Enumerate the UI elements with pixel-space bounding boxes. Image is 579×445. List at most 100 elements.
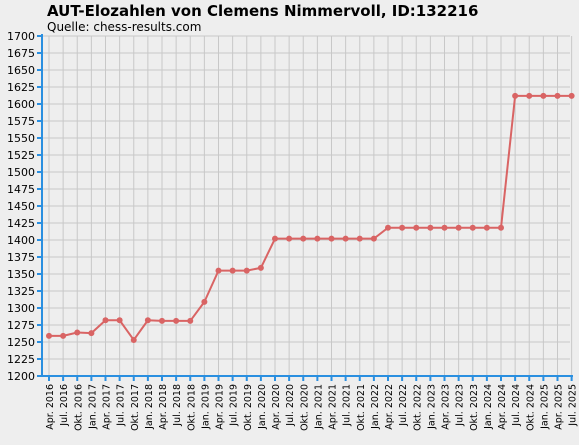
chart-title: AUT-Elozahlen von Clemens Nimmervoll, ID… xyxy=(47,2,479,20)
data-point xyxy=(201,298,208,305)
x-tick-label: Jan. 2020 xyxy=(257,384,268,430)
data-point xyxy=(568,92,575,99)
x-tick-label: Jul. 2022 xyxy=(398,384,409,427)
x-tick-label: Jul. 2017 xyxy=(116,384,127,427)
data-point xyxy=(554,92,561,99)
x-tick-label: Jan. 2022 xyxy=(370,384,381,430)
data-point xyxy=(526,92,533,99)
x-tick-label: Jul. 2021 xyxy=(342,384,353,427)
data-point xyxy=(455,224,462,231)
y-tick-label: 1250 xyxy=(7,336,35,349)
data-point xyxy=(130,336,137,343)
y-tick-label: 1350 xyxy=(7,268,35,281)
data-point xyxy=(540,92,547,99)
data-point xyxy=(328,235,335,242)
x-tick-label: Okt. 2023 xyxy=(469,384,480,431)
x-tick-label: Apr. 2018 xyxy=(158,384,169,430)
data-point xyxy=(483,224,490,231)
y-tick-label: 1650 xyxy=(7,64,35,77)
data-point xyxy=(159,317,165,324)
data-point xyxy=(272,235,278,242)
y-tick-label: 1525 xyxy=(7,149,35,162)
data-point xyxy=(74,329,81,336)
data-point xyxy=(314,235,321,242)
data-point xyxy=(342,235,349,242)
x-tick-label: Apr. 2024 xyxy=(497,384,508,430)
y-tick-label: 1625 xyxy=(7,81,35,94)
x-tick-label: Jul. 2020 xyxy=(285,384,296,427)
data-point xyxy=(356,235,363,242)
data-point xyxy=(88,330,95,337)
x-tick-label: Apr. 2025 xyxy=(554,384,565,430)
x-tick-label: Jul. 2023 xyxy=(455,384,466,427)
x-tick-label: Apr. 2017 xyxy=(102,384,113,430)
x-tick-label: Jan. 2021 xyxy=(313,384,324,430)
y-tick-label: 1550 xyxy=(7,132,35,145)
x-tick-label: Apr. 2022 xyxy=(384,384,395,430)
x-tick-label: Apr. 2021 xyxy=(328,384,339,430)
data-point xyxy=(427,224,434,231)
chart-subtitle: Quelle: chess-results.com xyxy=(47,20,202,34)
x-tick-label: Jul. 2024 xyxy=(511,384,522,427)
data-point xyxy=(469,224,476,231)
x-tick-label: Jul. 2019 xyxy=(229,384,240,427)
y-tick-label: 1700 xyxy=(7,30,35,43)
data-point xyxy=(441,224,448,231)
y-tick-label: 1375 xyxy=(7,251,35,264)
x-tick-label: Apr. 2020 xyxy=(271,384,282,430)
x-tick-label: Jan. 2024 xyxy=(483,384,494,430)
data-point xyxy=(144,317,151,324)
y-tick-label: 1500 xyxy=(7,166,35,179)
x-tick-label: Okt. 2021 xyxy=(356,384,367,431)
y-tick-label: 1200 xyxy=(7,370,35,383)
x-tick-label: Jul. 2016 xyxy=(59,384,70,427)
x-tick-label: Okt. 2017 xyxy=(130,384,141,431)
x-tick-label: Jul. 2018 xyxy=(172,384,183,427)
data-point xyxy=(498,224,504,231)
data-point xyxy=(257,264,264,271)
y-tick-label: 1225 xyxy=(7,353,35,366)
y-tick-label: 1450 xyxy=(7,200,35,213)
y-tick-label: 1275 xyxy=(7,319,35,332)
data-point xyxy=(215,267,222,274)
x-tick-label: Jul. 2025 xyxy=(568,384,579,427)
data-point xyxy=(512,92,519,99)
data-point xyxy=(229,267,236,274)
data-point xyxy=(300,235,307,242)
x-tick-label: Okt. 2016 xyxy=(73,384,84,431)
data-point xyxy=(46,332,52,339)
data-point xyxy=(370,235,377,242)
y-tick-label: 1425 xyxy=(7,217,35,230)
x-tick-label: Jan. 2019 xyxy=(200,384,211,430)
y-tick-label: 1575 xyxy=(7,115,35,128)
y-tick-label: 1675 xyxy=(7,47,35,60)
y-tick-label: 1325 xyxy=(7,285,35,298)
y-tick-label: 1600 xyxy=(7,98,35,111)
data-point xyxy=(102,317,109,324)
x-tick-label: Jan. 2018 xyxy=(144,384,155,430)
x-tick-label: Okt. 2024 xyxy=(525,384,536,431)
data-point xyxy=(286,235,293,242)
data-point xyxy=(116,317,123,324)
x-tick-label: Okt. 2018 xyxy=(186,384,197,431)
data-point xyxy=(385,224,391,231)
y-tick-label: 1300 xyxy=(7,302,35,315)
x-tick-label: Okt. 2019 xyxy=(243,384,254,431)
data-point xyxy=(173,317,180,324)
data-point xyxy=(60,332,67,339)
data-point xyxy=(399,224,406,231)
x-tick-label: Okt. 2020 xyxy=(299,384,310,431)
y-tick-label: 1400 xyxy=(7,234,35,247)
x-tick-label: Apr. 2023 xyxy=(441,384,452,430)
x-tick-label: Jan. 2017 xyxy=(87,384,98,430)
x-tick-label: Apr. 2016 xyxy=(45,384,56,430)
data-point xyxy=(187,317,194,324)
x-tick-label: Okt. 2022 xyxy=(412,384,423,431)
data-point xyxy=(413,224,420,231)
x-tick-label: Jan. 2023 xyxy=(426,384,437,430)
x-tick-label: Apr. 2019 xyxy=(215,384,226,430)
x-tick-label: Jan. 2025 xyxy=(539,384,550,430)
data-point xyxy=(243,267,250,274)
